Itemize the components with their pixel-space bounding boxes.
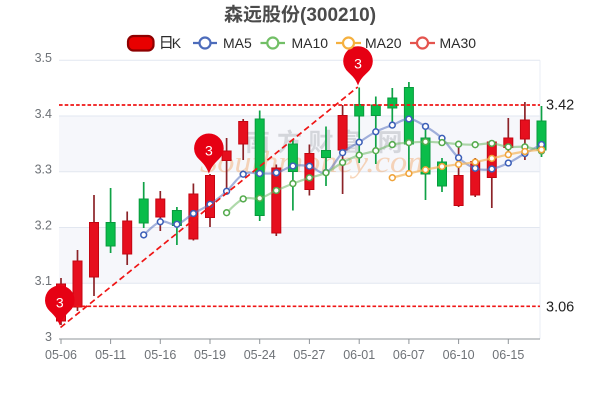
svg-text:MA30: MA30	[440, 35, 477, 51]
svg-text:05-06: 05-06	[45, 348, 77, 362]
svg-text:K: K	[172, 35, 182, 51]
svg-text:3: 3	[56, 295, 64, 311]
svg-text:06-10: 06-10	[443, 348, 475, 362]
svg-text:05-19: 05-19	[194, 348, 226, 362]
svg-text:06-15: 06-15	[492, 348, 524, 362]
svg-text:06-01: 06-01	[343, 348, 375, 362]
svg-text:3.3: 3.3	[35, 163, 52, 177]
svg-text:3.5: 3.5	[35, 51, 52, 65]
svg-text:3: 3	[45, 330, 52, 344]
svg-text:05-27: 05-27	[293, 348, 325, 362]
svg-text:05-24: 05-24	[244, 348, 276, 362]
svg-text:MA10: MA10	[292, 35, 329, 51]
svg-text:(300210): (300210)	[300, 5, 376, 26]
svg-text:3.2: 3.2	[35, 219, 52, 233]
svg-text:3.1: 3.1	[35, 274, 52, 288]
svg-text:3.4: 3.4	[35, 107, 52, 121]
svg-text:3: 3	[205, 143, 213, 159]
svg-text:06-07: 06-07	[393, 348, 425, 362]
svg-text:3.42: 3.42	[546, 98, 574, 114]
svg-text:MA20: MA20	[365, 35, 402, 51]
svg-text:05-11: 05-11	[95, 348, 126, 362]
svg-text:3.06: 3.06	[546, 300, 574, 316]
svg-text:MA5: MA5	[223, 35, 252, 51]
svg-text:3: 3	[354, 55, 362, 71]
svg-text:Southmoney.com: Southmoney.com	[200, 144, 432, 179]
svg-text:05-16: 05-16	[144, 348, 176, 362]
